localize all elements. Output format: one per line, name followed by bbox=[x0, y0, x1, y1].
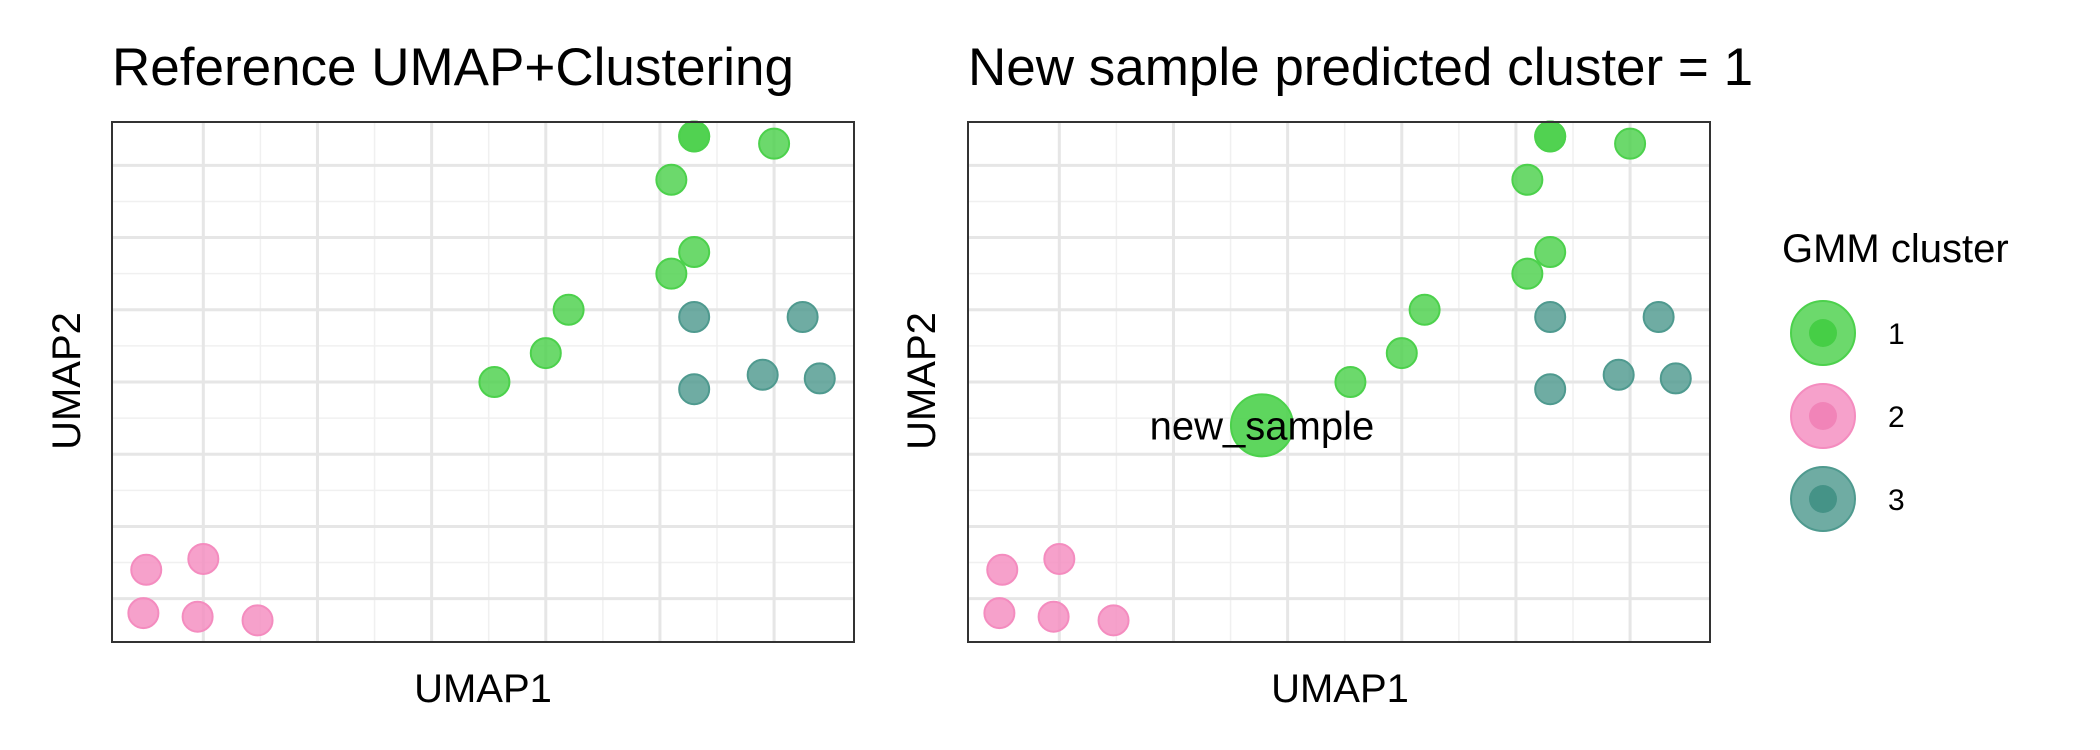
point-cluster-2 bbox=[1097, 604, 1130, 637]
data-points: new_sample bbox=[983, 120, 1692, 637]
point-cluster-1 bbox=[678, 120, 711, 153]
point-cluster-2 bbox=[986, 553, 1019, 586]
legend-key-inner-3 bbox=[1809, 485, 1837, 513]
point-cluster-3 bbox=[1642, 301, 1675, 333]
point-cluster-1 bbox=[1334, 366, 1367, 398]
reference-panel: Reference UMAP+Clustering UMAP1 UMAP2 bbox=[45, 38, 855, 711]
point-cluster-3 bbox=[678, 373, 711, 406]
point-cluster-1 bbox=[655, 257, 688, 290]
x-axis-label: UMAP1 bbox=[414, 667, 552, 711]
point-cluster-2 bbox=[1043, 542, 1076, 575]
point-cluster-2 bbox=[187, 542, 220, 575]
point-cluster-2 bbox=[241, 604, 274, 637]
y-axis-label: UMAP2 bbox=[45, 312, 89, 450]
x-axis-label: UMAP1 bbox=[1271, 667, 1409, 711]
legend-key-inner-2 bbox=[1809, 402, 1837, 430]
point-cluster-3 bbox=[746, 358, 779, 391]
point-cluster-1 bbox=[552, 293, 585, 326]
point-cluster-1 bbox=[655, 163, 688, 196]
point-cluster-3 bbox=[678, 301, 711, 333]
point-cluster-1 bbox=[1614, 127, 1647, 160]
legend-title: GMM cluster bbox=[1782, 227, 2009, 271]
new-sample-point bbox=[1229, 393, 1294, 458]
point-cluster-3 bbox=[1602, 358, 1635, 391]
legend-label-1: 1 bbox=[1888, 318, 1905, 351]
point-cluster-3 bbox=[1534, 301, 1567, 333]
point-cluster-1 bbox=[678, 236, 711, 268]
point-cluster-1 bbox=[1385, 337, 1418, 370]
plot-border bbox=[967, 121, 1711, 643]
point-cluster-2 bbox=[1037, 600, 1070, 633]
chart-title: New sample predicted cluster = 1 bbox=[968, 38, 1753, 97]
chart-title: Reference UMAP+Clustering bbox=[112, 38, 794, 97]
point-cluster-1 bbox=[1511, 163, 1544, 196]
y-axis-label: UMAP2 bbox=[900, 312, 944, 450]
point-cluster-2 bbox=[983, 597, 1016, 630]
legend-label-3: 3 bbox=[1888, 484, 1905, 517]
legend-label-2: 2 bbox=[1888, 401, 1905, 434]
point-cluster-1 bbox=[758, 127, 791, 160]
point-cluster-3 bbox=[1659, 362, 1692, 395]
data-points bbox=[127, 120, 836, 637]
point-cluster-3 bbox=[1534, 373, 1567, 406]
point-cluster-1 bbox=[1511, 257, 1544, 290]
point-cluster-1 bbox=[529, 337, 562, 370]
point-cluster-2 bbox=[127, 597, 160, 630]
point-cluster-2 bbox=[181, 600, 214, 633]
new-sample-label: new_sample bbox=[1150, 404, 1375, 448]
point-cluster-3 bbox=[803, 362, 836, 395]
prediction-panel: New sample predicted cluster = 1 UMAP1 U… bbox=[900, 38, 1753, 711]
gridlines bbox=[112, 122, 854, 642]
point-cluster-1 bbox=[1534, 120, 1567, 153]
point-cluster-1 bbox=[478, 366, 511, 398]
legend: GMM cluster 1 2 3 bbox=[1782, 227, 2009, 532]
plot-border bbox=[111, 121, 855, 643]
point-cluster-3 bbox=[786, 301, 819, 333]
legend-key-inner-1 bbox=[1809, 319, 1837, 347]
point-cluster-1 bbox=[1408, 293, 1441, 326]
point-cluster-1 bbox=[1534, 236, 1567, 268]
point-cluster-2 bbox=[130, 553, 163, 586]
